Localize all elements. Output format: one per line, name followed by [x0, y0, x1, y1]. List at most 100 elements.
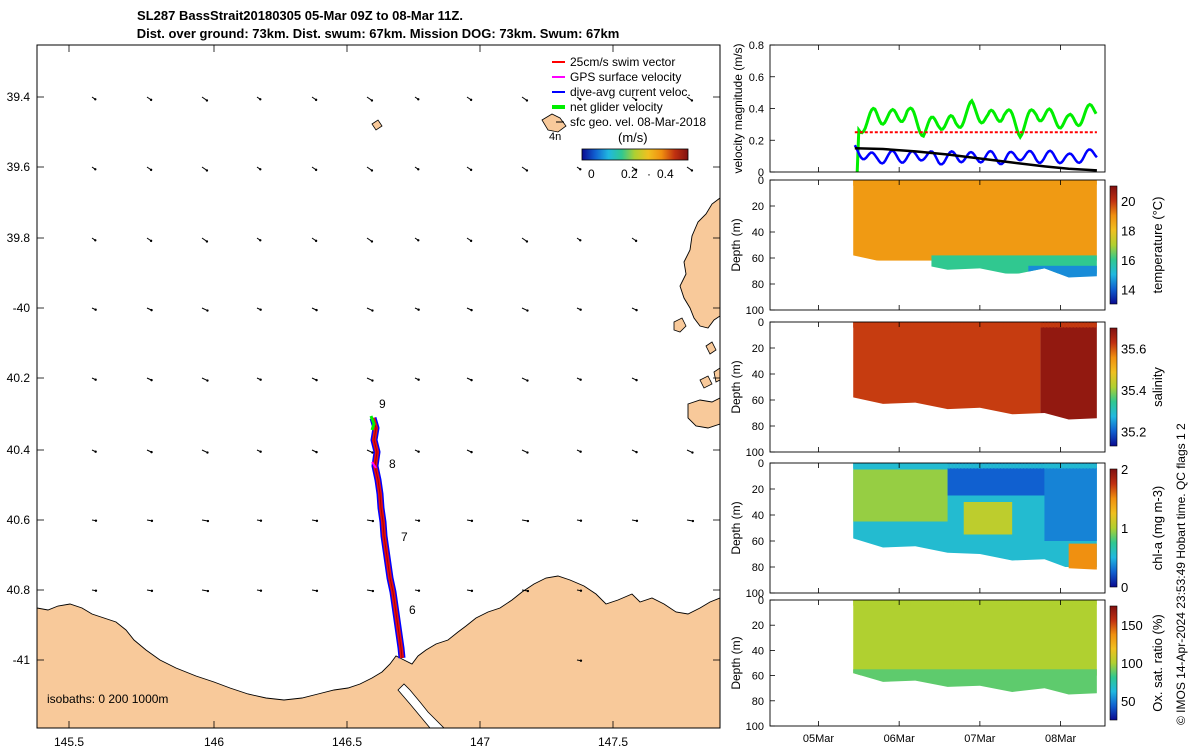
current-arrow-head [579, 519, 583, 522]
current-arrow-head [634, 239, 638, 243]
y-tick-label: 20 [752, 620, 764, 632]
panel-frame [769, 321, 1106, 453]
profile-top [1092, 180, 1097, 186]
heatmap-panel-1: 0 20 40 60 80 100 Depth (m) 14 16 18 20 temperature… [729, 175, 1165, 317]
current-arrow-head [94, 378, 97, 381]
y-tick-label: 0.8 [749, 40, 764, 52]
colorbar-label: salinity [1150, 367, 1165, 407]
current-arrow-head [94, 168, 97, 171]
y-tick-label: 0 [758, 175, 764, 187]
current-arrow-head [417, 519, 421, 522]
legend-net-velocity: net glider velocity [552, 100, 663, 114]
map-contents [37, 113, 720, 728]
heatmap-cell [1028, 265, 1097, 278]
current-arrow-head [206, 451, 209, 454]
heatmap-cell [1040, 322, 1097, 420]
current-arrow-head [371, 589, 375, 593]
profile-top [1092, 600, 1097, 606]
current-arrow-head [259, 308, 262, 311]
heatmap-field [853, 322, 1097, 420]
heatmap-cell [853, 322, 1041, 420]
current-arrow-head [370, 240, 374, 243]
lat-tick-label: 40.8 [7, 583, 31, 597]
colorbar-tick: 50 [1121, 694, 1135, 709]
colorbar-tick: 35.4 [1121, 383, 1146, 398]
current-arrow-head [635, 378, 638, 382]
y-axis-label: Depth (m) [729, 501, 743, 554]
current-arrow-head [579, 98, 582, 101]
y-tick-label: 100 [746, 305, 764, 317]
copyright-note: © IMOS 14-Apr-2024 23:53:49 Hobart time.… [1174, 423, 1188, 725]
current-arrow-head [314, 98, 318, 102]
heatmap-cell [1068, 543, 1097, 570]
colorbar-tick: 100 [1121, 656, 1143, 671]
current-arrow-head [149, 239, 153, 243]
current-arrow-head [579, 308, 582, 311]
current-arrow-head [205, 169, 209, 172]
current-arrow-head [469, 98, 473, 102]
heatmap-panel-2: 0 20 40 60 80 100 Depth (m) 35.2 35.4 35.6 salinit… [729, 317, 1165, 459]
colorbar-label: Ox. sat. ratio (%) [1150, 614, 1165, 712]
y-tick-label: 40 [752, 645, 764, 657]
lon-tick-label: 147 [470, 735, 490, 749]
current-arrow-head [691, 519, 695, 523]
y-tick-label: 60 [752, 395, 764, 407]
colorbar-tick: 0 [1121, 580, 1128, 595]
current-arrow-head [370, 169, 374, 172]
current-arrow-head [94, 308, 97, 311]
current-arrow-head [94, 589, 98, 592]
current-arrow-head [150, 450, 153, 454]
current-arrow-head [526, 379, 529, 382]
speed-tick-dot: · [647, 167, 651, 181]
current-arrow-head [259, 519, 263, 522]
current-arrow-head [206, 589, 210, 593]
colorbar-tick: 2 [1121, 462, 1128, 477]
lat-tick-label: 39.4 [7, 90, 31, 104]
current-arrow-head [470, 589, 474, 593]
y-tick-label: 20 [752, 484, 764, 496]
current-arrow-head [149, 168, 153, 172]
current-arrow-head [315, 589, 319, 593]
legend-gps-velocity: GPS surface velocity [552, 70, 681, 84]
current-arrow-head [314, 239, 318, 243]
series-net_velocity [855, 98, 1098, 173]
current-arrow-field [91, 96, 695, 662]
current-arrow-head [526, 309, 529, 312]
lon-tick-label: 145.5 [54, 735, 84, 749]
y-tick-label: 0 [758, 167, 764, 179]
profile-top [1092, 322, 1097, 328]
y-tick-label: 0.4 [749, 104, 764, 116]
y-tick-label: 80 [752, 421, 764, 433]
current-arrow-head [579, 450, 582, 453]
current-arrow-head [691, 451, 694, 454]
current-arrow-head [634, 168, 638, 172]
current-arrow-head [470, 519, 474, 523]
profile-top [1092, 463, 1097, 469]
heatmap-panel-3: 0 20 40 60 80 100 Depth (m) 0 1 2 chl-a (mg m-3) [729, 458, 1165, 600]
isobaths-label: isobaths: 0 200 1000m [47, 692, 168, 706]
current-arrow-head [150, 378, 153, 382]
land-islet-north [371, 119, 383, 131]
y-tick-label: 80 [752, 562, 764, 574]
island-label: 4n [549, 131, 561, 143]
colorbar [1109, 605, 1118, 721]
colorbar-tick: 35.6 [1121, 342, 1146, 357]
legend-swim-vector: 25cm/s swim vector [552, 55, 675, 69]
current-arrow-head [579, 168, 582, 171]
current-arrow-head [370, 99, 374, 102]
current-arrow-head [526, 589, 530, 593]
speed-tick-0.2: 0.2 [621, 167, 638, 181]
current-arrow-head [469, 239, 473, 243]
current-arrow-head [417, 168, 420, 171]
legend-label-net: net glider velocity [570, 100, 663, 114]
heatmap-field [853, 600, 1097, 695]
land-cape-barren [687, 397, 720, 429]
heatmap-cell [963, 502, 1013, 535]
speed-colorbar [581, 148, 689, 161]
current-arrow-head [206, 519, 210, 523]
current-arrow-head [417, 589, 421, 592]
land-kent-group [541, 113, 567, 133]
y-axis-label: Depth (m) [729, 636, 743, 689]
current-arrow-head [259, 378, 262, 381]
